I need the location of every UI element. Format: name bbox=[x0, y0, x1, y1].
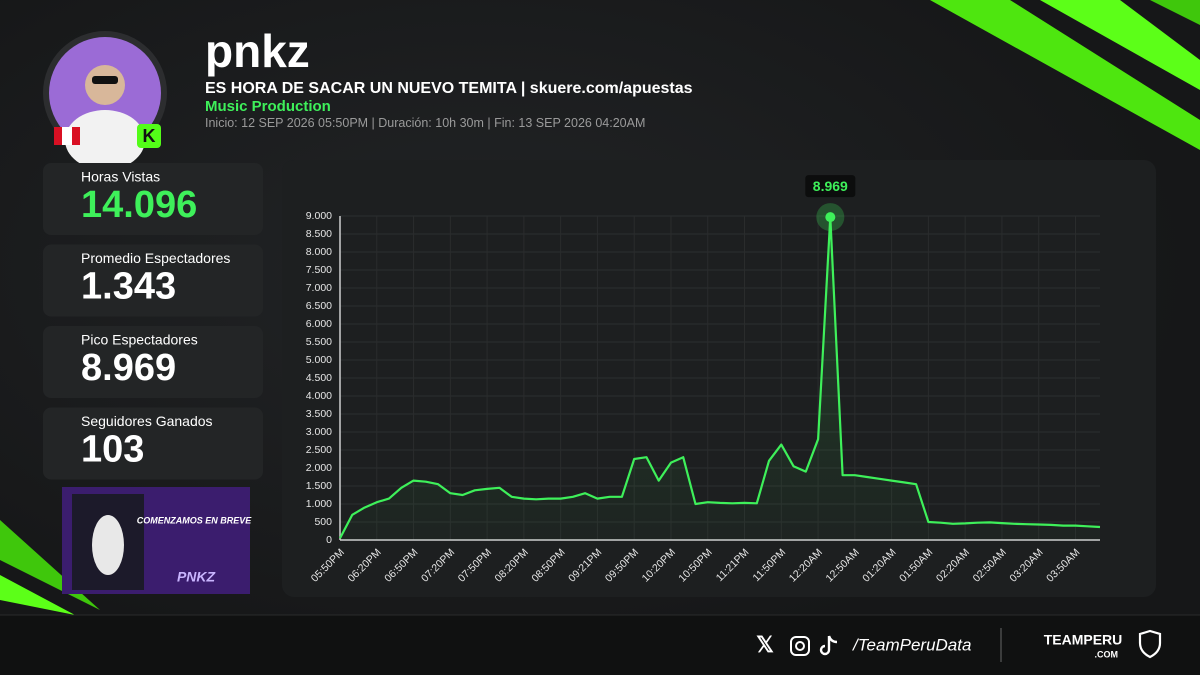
stat-label: Seguidores Ganados bbox=[81, 413, 213, 429]
thumbnail-logo: PNKZ bbox=[177, 569, 216, 585]
y-tick-label: 9.000 bbox=[306, 210, 332, 222]
stat-label: Pico Espectadores bbox=[81, 332, 198, 348]
brand-shield bbox=[1138, 629, 1162, 659]
decor bbox=[0, 575, 75, 615]
y-tick-label: 5.000 bbox=[306, 354, 332, 366]
avatar-face bbox=[85, 65, 125, 105]
y-tick-label: 1.500 bbox=[306, 480, 332, 492]
meta-item: Duración: 10h 30m bbox=[378, 116, 484, 130]
y-tick-label: 7.000 bbox=[306, 282, 332, 294]
line bbox=[339, 216, 1101, 539]
stat-card bbox=[43, 163, 263, 235]
kick-icon bbox=[137, 124, 161, 148]
y-tick-label: 4.000 bbox=[306, 390, 332, 402]
y-tick-label: 6.500 bbox=[306, 300, 332, 312]
y-tick-label: 7.500 bbox=[306, 264, 332, 276]
y-tick-label: 0 bbox=[326, 534, 332, 546]
stat-label: Promedio Espectadores bbox=[81, 250, 230, 266]
y-tick-label: 8.500 bbox=[306, 228, 332, 240]
stat-value: 1.343 bbox=[81, 266, 176, 308]
brand: TEAMPERU bbox=[1044, 632, 1123, 648]
stream-category: Music Production bbox=[205, 98, 331, 115]
thumbnail-person bbox=[92, 515, 124, 575]
flag bbox=[54, 127, 62, 145]
y-tick-label: 4.500 bbox=[306, 372, 332, 384]
footer bbox=[0, 615, 1200, 675]
y-tick-label: 5.500 bbox=[306, 336, 332, 348]
y-tick-label: 2.500 bbox=[306, 444, 332, 456]
y-tick-label: 3.500 bbox=[306, 408, 332, 420]
meta-separator: | bbox=[484, 116, 494, 130]
stat-label: Horas Vistas bbox=[81, 169, 160, 185]
stat-card bbox=[43, 244, 263, 317]
line-area bbox=[340, 217, 1100, 540]
meta-item: Inicio: 12 SEP 2026 05:50PM bbox=[205, 116, 368, 130]
instagram-icon bbox=[795, 641, 805, 651]
tiktok-icon bbox=[819, 635, 838, 656]
stat-value: 103 bbox=[81, 429, 144, 471]
social-handle: /TeamPeruData bbox=[852, 635, 971, 654]
peak-label: 8.969 bbox=[813, 178, 848, 194]
flag bbox=[72, 127, 80, 145]
y-tick-label: 2.000 bbox=[306, 462, 332, 474]
x-icon: 𝕏 bbox=[756, 632, 774, 657]
stat-value: 8.969 bbox=[81, 347, 176, 389]
y-tick-label: 6.000 bbox=[306, 318, 332, 330]
decor bbox=[930, 0, 1200, 150]
y-tick-label: 500 bbox=[314, 516, 332, 528]
instagram-icon bbox=[790, 636, 810, 656]
stream-title: ES HORA DE SACAR UN NUEVO TEMITA | skuer… bbox=[205, 80, 693, 97]
avatar-body bbox=[65, 110, 145, 170]
thumbnail-caption: COMENZAMOS EN BREVE bbox=[137, 515, 253, 525]
streamer-name: pnkz bbox=[205, 25, 310, 77]
decor bbox=[1040, 0, 1200, 90]
stat-value: 14.096 bbox=[81, 184, 197, 226]
stat-card bbox=[43, 326, 263, 398]
meta-item: Fin: 13 SEP 2026 04:20AM bbox=[494, 116, 645, 130]
y-tick-label: 1.000 bbox=[306, 498, 332, 510]
stat-card bbox=[43, 407, 263, 480]
brand-domain: .COM bbox=[1095, 649, 1119, 659]
kick-letter: K bbox=[143, 126, 156, 146]
peak-label-box bbox=[805, 175, 856, 198]
meta-separator: | bbox=[368, 116, 378, 130]
decor bbox=[1150, 0, 1200, 25]
y-tick-label: 3.000 bbox=[306, 426, 332, 438]
peak-point bbox=[825, 212, 836, 223]
avatar-glasses bbox=[92, 76, 118, 84]
y-tick-label: 8.000 bbox=[306, 246, 332, 258]
stream-meta: Inicio: 12 SEP 2026 05:50PM | Duración: … bbox=[205, 116, 645, 130]
